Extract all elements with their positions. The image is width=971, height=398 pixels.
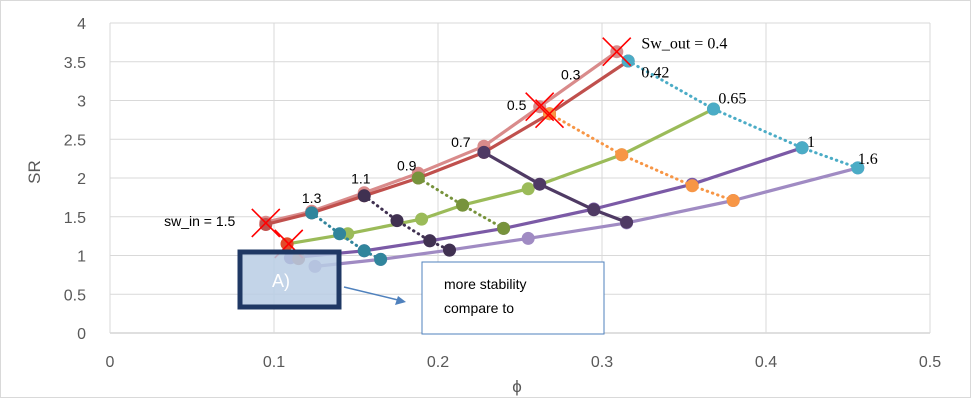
point-label: 1: [807, 134, 815, 151]
data-point: [795, 141, 809, 155]
data-point: [707, 102, 720, 116]
data-point: [521, 231, 535, 245]
cross-marker: [251, 208, 281, 238]
point-label: 0.3: [561, 67, 581, 83]
y-tick-label: 0: [77, 326, 86, 343]
y-tick-label: 3.5: [64, 55, 86, 72]
series-line: [362, 194, 451, 252]
point-label: sw_in = 1.5: [164, 213, 235, 229]
data-point: [497, 221, 511, 235]
series-9: [411, 171, 511, 235]
data-point: [477, 145, 491, 159]
note-line-1: more stability: [444, 276, 526, 292]
point-label: 0.7: [451, 134, 471, 150]
x-tick-label: 0.5: [919, 354, 941, 371]
cross-stroke: [525, 92, 555, 122]
series-line: [626, 59, 860, 170]
y-tick-label: 4: [77, 16, 86, 33]
series-6: [477, 145, 634, 229]
x-tick-label: 0.2: [427, 354, 449, 371]
point-label: 0.9: [397, 157, 417, 173]
data-point: [726, 194, 740, 207]
data-point: [521, 182, 535, 196]
cross-marker: [525, 92, 555, 122]
point-label: 0.5: [507, 97, 527, 113]
point-label: 1.3: [302, 190, 322, 206]
data-point: [533, 177, 547, 191]
x-tick-label: 0.1: [263, 354, 285, 371]
x-tick-label: 0: [106, 354, 115, 371]
data-point: [374, 252, 388, 266]
cross-marker: [534, 99, 565, 129]
cross-stroke: [534, 99, 565, 129]
data-point: [333, 227, 347, 241]
data-point: [456, 198, 470, 212]
note-box: [421, 261, 605, 335]
x-tick-label: 0.4: [755, 354, 777, 371]
series-line: [416, 176, 506, 230]
point-label: 0.65: [718, 91, 746, 108]
data-point: [851, 161, 865, 175]
y-tick-label: 2.5: [64, 132, 86, 149]
point-label: Sw_out = 0.4: [641, 36, 727, 53]
data-point: [259, 218, 273, 231]
data-point: [357, 189, 371, 203]
point-annotations: Sw_out = 0.4 0.42 0.65 1 1.6 0.3 0.5 0.7 0.9 1.1 1…: [164, 36, 878, 230]
series-7: [621, 54, 865, 175]
series-11: [305, 206, 388, 266]
data-point: [443, 243, 456, 257]
data-point: [587, 203, 601, 217]
panel-label: A): [272, 271, 290, 291]
data-point: [685, 179, 699, 193]
series-line: [310, 211, 383, 261]
series-line: [548, 112, 735, 202]
data-point: [620, 215, 634, 229]
point-label: 1.1: [351, 170, 371, 186]
data-point: [415, 212, 429, 226]
point-label: 1.6: [858, 151, 878, 168]
series-8: [543, 107, 740, 207]
series-10: [357, 189, 456, 257]
note-arrowhead: [395, 296, 406, 305]
x-tick-label: 0.3: [591, 354, 613, 371]
y-axis-title: SR: [25, 160, 44, 184]
point-label: 0.42: [641, 64, 669, 81]
cross-stroke: [602, 37, 632, 67]
cross-stroke: [251, 208, 281, 238]
data-point: [280, 237, 294, 251]
series-line: [482, 150, 629, 224]
y-tick-label: 1: [77, 249, 86, 266]
panel-label-box: [237, 249, 342, 310]
y-tick-label: 2: [77, 171, 86, 188]
data-point: [357, 244, 371, 258]
series-13: [280, 237, 294, 251]
cross-marker: [602, 37, 632, 67]
y-tick-label: 0.5: [64, 287, 86, 304]
y-tick-label: 3: [77, 94, 86, 111]
data-point: [423, 234, 437, 248]
tick-labels: 0 0.5 1 1.5 2 2.5 3 3.5 4 0 0.1 0.2 0.3 0.4 0.5: [64, 16, 941, 371]
data-point: [615, 148, 629, 162]
data-point: [390, 214, 404, 228]
data-point: [411, 171, 425, 185]
x-axis-title: ϕ: [512, 377, 522, 396]
note-line-2: compare to: [444, 300, 514, 316]
note-arrow: [343, 286, 399, 301]
y-tick-label: 1.5: [64, 210, 86, 227]
data-point: [621, 54, 635, 68]
data-point: [305, 206, 319, 220]
